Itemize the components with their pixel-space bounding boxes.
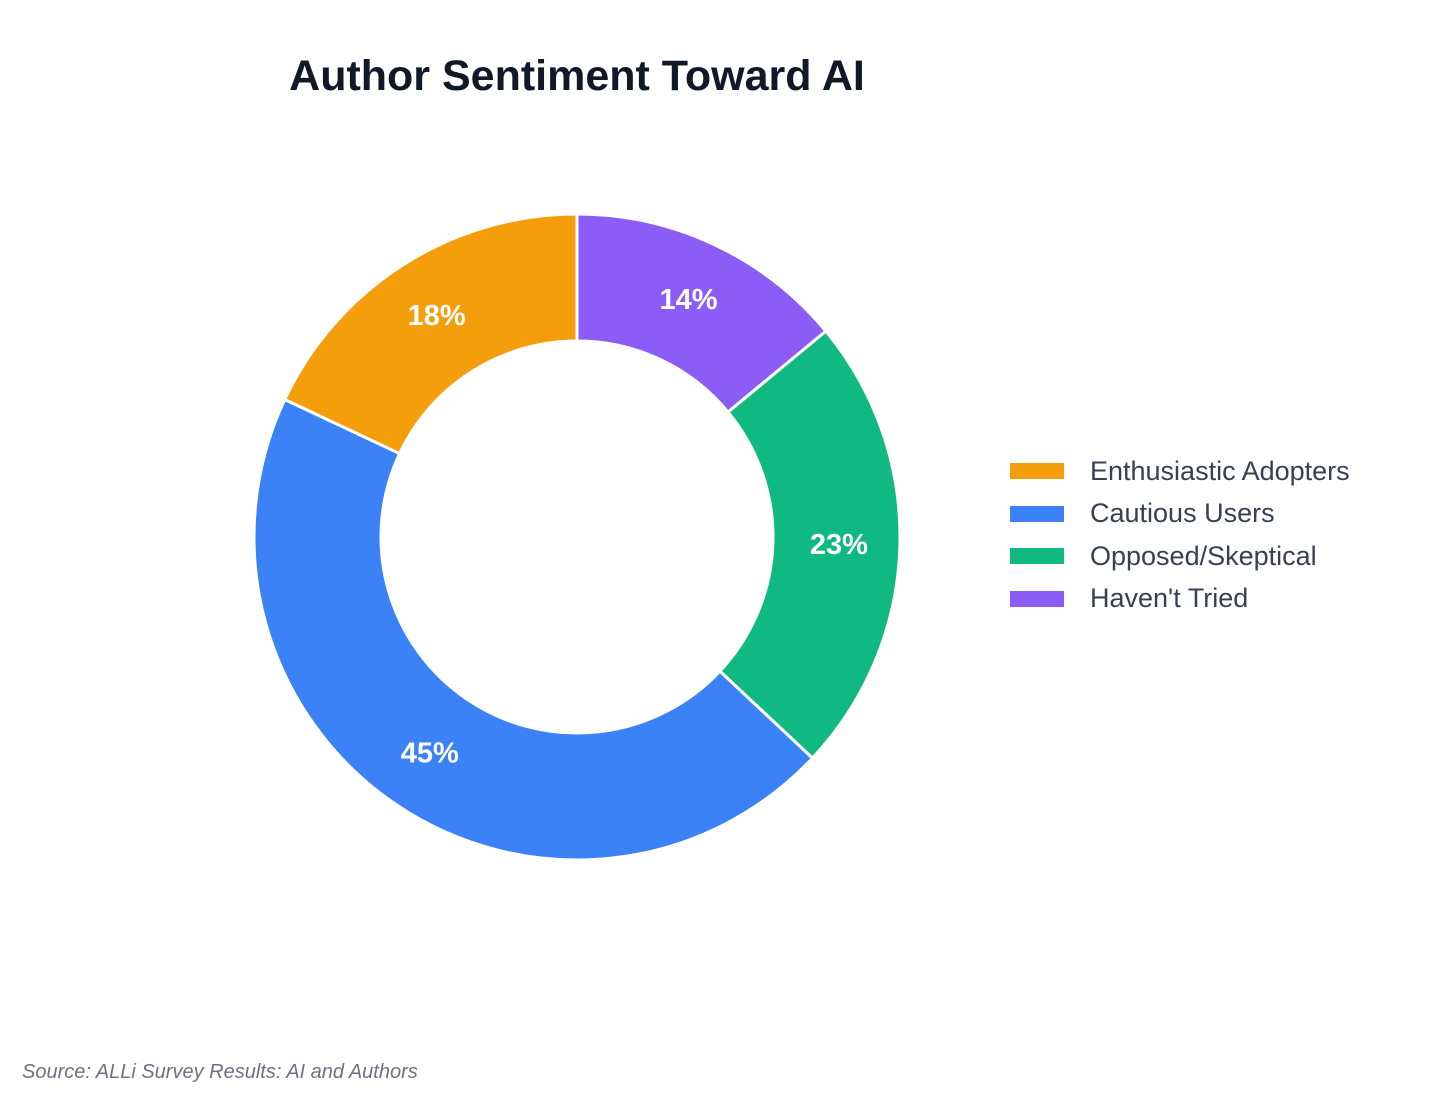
slice-enthusiastic-adopters (282, 212, 579, 456)
chart-title: Author Sentiment Toward AI (289, 52, 865, 100)
legend-label: Opposed/Skeptical (1090, 540, 1317, 571)
legend-item: Cautious Users (1010, 493, 1350, 536)
source-note: Source: ALLi Survey Results: AI and Auth… (22, 1061, 418, 1083)
slice-label-cautious-users: 45% (401, 738, 459, 770)
legend-label: Haven't Tried (1090, 583, 1249, 614)
slice-label-haven-t-tried: 14% (660, 284, 718, 316)
legend-swatch (1010, 463, 1064, 480)
legend-item: Opposed/Skeptical (1010, 535, 1350, 578)
legend-item: Haven't Tried (1010, 578, 1350, 621)
legend-swatch (1010, 590, 1064, 607)
legend: Enthusiastic Adopters Cautious Users Oppos… (1010, 450, 1350, 620)
legend-swatch (1010, 505, 1064, 522)
legend-label: Cautious Users (1090, 498, 1275, 529)
slice-opposed-skeptical (717, 328, 902, 761)
donut-slices (252, 212, 902, 862)
legend-item: Enthusiastic Adopters (1010, 450, 1350, 493)
slice-cautious-users (252, 397, 815, 862)
slice-label-enthusiastic-adopters: 18% (408, 300, 466, 332)
slice-labels: 14% 23% 45% 18% (401, 284, 868, 770)
legend-swatch (1010, 548, 1064, 565)
slice-label-opposed-skeptical: 23% (810, 529, 868, 561)
legend-label: Enthusiastic Adopters (1090, 455, 1350, 486)
